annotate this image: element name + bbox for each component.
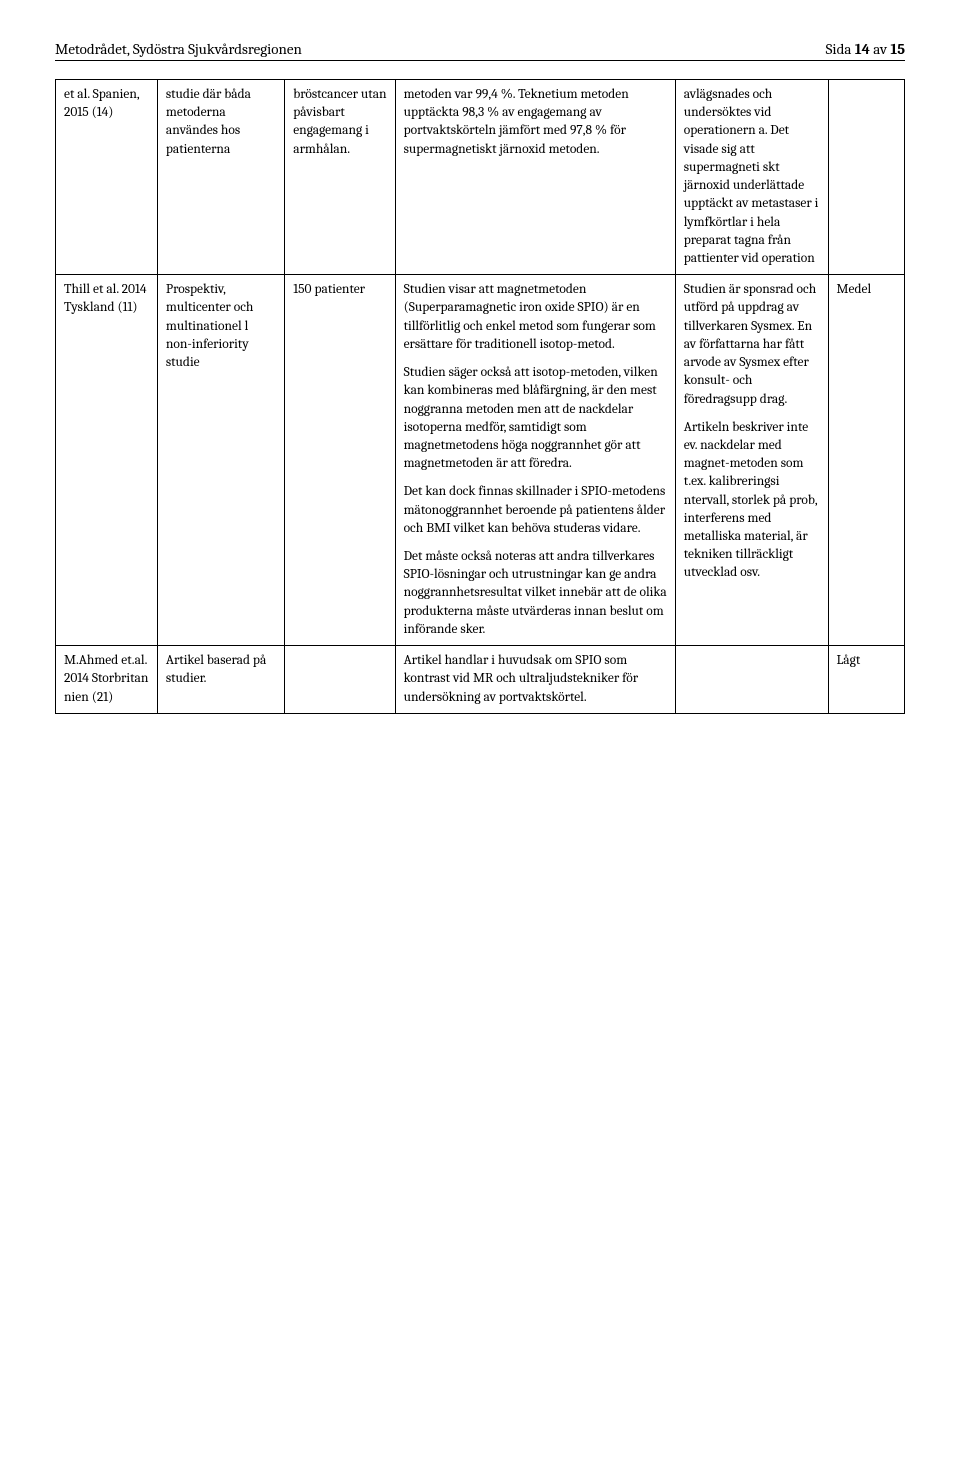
cell-results: metoden var 99,4 %. Teknetium metoden up… bbox=[395, 80, 675, 275]
cell-design: Artikel baserad på studier. bbox=[157, 646, 284, 714]
cell-study: et al. Spanien, 2015 (14) bbox=[56, 80, 158, 275]
cell-study: Thill et al. 2014 Tyskland (11) bbox=[56, 275, 158, 646]
page-number: 14 bbox=[855, 40, 870, 58]
page-total: 15 bbox=[890, 40, 905, 58]
cell-population: bröstcancer utan påvisbart engagemang i … bbox=[285, 80, 395, 275]
comments-para: Studien är sponsrad och utförd på uppdra… bbox=[684, 281, 820, 409]
data-table: et al. Spanien, 2015 (14) studie där båd… bbox=[55, 79, 905, 714]
table-row: Thill et al. 2014 Tyskland (11) Prospekt… bbox=[56, 275, 905, 646]
cell-population: 150 patienter bbox=[285, 275, 395, 646]
page-label-mid: av bbox=[870, 40, 890, 58]
cell-comments: avlägsnades och undersöktes vid operatio… bbox=[675, 80, 828, 275]
cell-grade bbox=[828, 80, 904, 275]
table-row: M.Ahmed et.al. 2014 Storbritan nien (21)… bbox=[56, 646, 905, 714]
results-para: Studien säger också att isotop-metoden, … bbox=[404, 364, 667, 473]
cell-comments: Studien är sponsrad och utförd på uppdra… bbox=[675, 275, 828, 646]
table-row: et al. Spanien, 2015 (14) studie där båd… bbox=[56, 80, 905, 275]
results-para: Studien visar att magnetmetoden (Superpa… bbox=[404, 281, 667, 354]
cell-study: M.Ahmed et.al. 2014 Storbritan nien (21) bbox=[56, 646, 158, 714]
results-para: Det kan dock finnas skillnader i SPIO-me… bbox=[404, 483, 667, 538]
comments-para: Artikeln beskriver inte ev. nackdelar me… bbox=[684, 419, 820, 583]
cell-grade: Lågt bbox=[828, 646, 904, 714]
cell-grade: Medel bbox=[828, 275, 904, 646]
page-label-prefix: Sida bbox=[826, 40, 855, 58]
results-para: Det måste också noteras att andra tillve… bbox=[404, 548, 667, 639]
page-header: Metodrådet, Sydöstra Sjukvårdsregionen S… bbox=[55, 40, 905, 61]
cell-design: Prospektiv, multicenter och multinatione… bbox=[157, 275, 284, 646]
header-right: Sida 14 av 15 bbox=[826, 40, 905, 58]
cell-comments bbox=[675, 646, 828, 714]
header-left: Metodrådet, Sydöstra Sjukvårdsregionen bbox=[55, 40, 302, 58]
cell-results: Studien visar att magnetmetoden (Superpa… bbox=[395, 275, 675, 646]
cell-results: Artikel handlar i huvudsak om SPIO som k… bbox=[395, 646, 675, 714]
cell-design: studie där båda metoderna användes hos p… bbox=[157, 80, 284, 275]
cell-population bbox=[285, 646, 395, 714]
